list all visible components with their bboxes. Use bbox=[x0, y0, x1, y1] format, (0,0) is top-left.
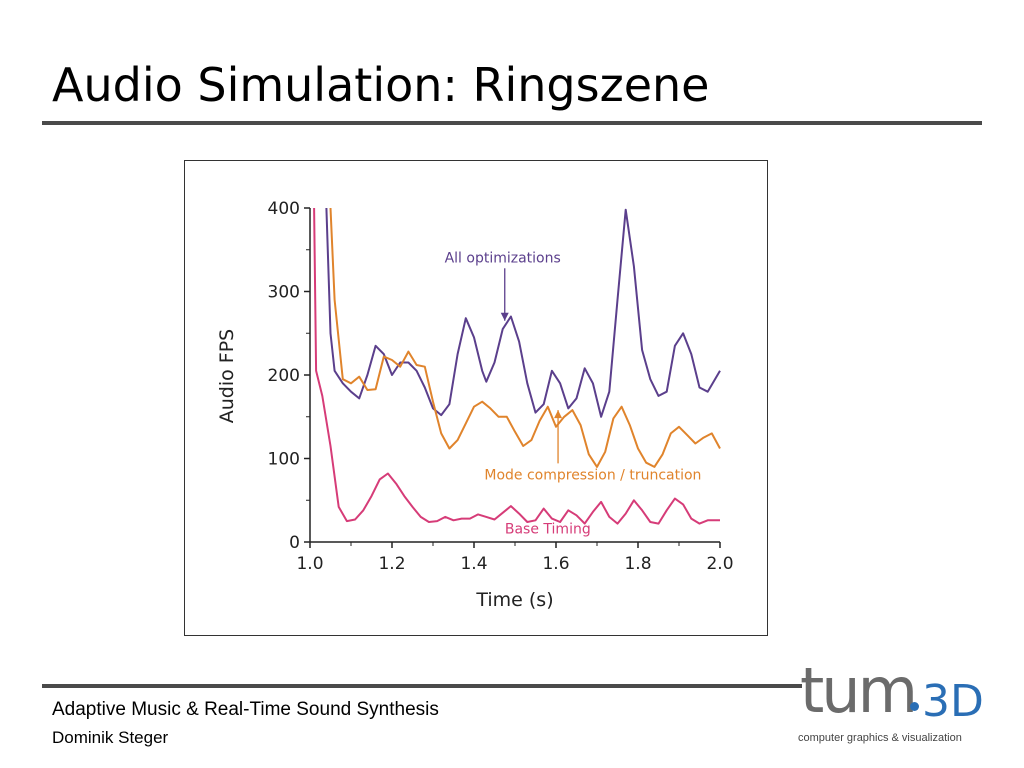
series-lines bbox=[313, 207, 721, 525]
annotations: All optimizations Mode compression / trun… bbox=[445, 250, 702, 537]
tum-logo-3d: 3D bbox=[922, 676, 984, 727]
x-tick-label: 1.2 bbox=[378, 554, 405, 574]
y-tick-label: 0 bbox=[289, 533, 300, 553]
annotation-arrowhead-1 bbox=[554, 410, 563, 419]
x-tick-label: 2.0 bbox=[706, 554, 733, 574]
x-tick-label: 1.8 bbox=[624, 554, 651, 574]
annotation-label-1: Mode compression / truncation bbox=[484, 467, 701, 483]
footer-divider bbox=[42, 684, 802, 688]
chart-figure: 1.0 1.2 1.4 1.6 1.8 2.0 0 100 200 300 400 All opti… bbox=[184, 160, 768, 636]
y-tick-label: 400 bbox=[268, 199, 300, 219]
title-divider bbox=[42, 121, 982, 125]
slide-title: Audio Simulation: Ringszene bbox=[52, 58, 710, 112]
x-tick-label: 1.6 bbox=[542, 554, 569, 574]
y-tick-label: 200 bbox=[268, 366, 300, 386]
audio-fps-chart: 1.0 1.2 1.4 1.6 1.8 2.0 0 100 200 300 400 All opti… bbox=[216, 199, 734, 611]
axes: 1.0 1.2 1.4 1.6 1.8 2.0 0 100 200 300 400 bbox=[268, 199, 734, 574]
y-tick-label: 300 bbox=[268, 283, 300, 303]
annotation-label-0: All optimizations bbox=[445, 250, 561, 266]
tum-logo-text: tum bbox=[800, 654, 918, 727]
series-line-1 bbox=[329, 207, 721, 468]
logo-dot bbox=[910, 702, 919, 711]
annotation-label-2: Base Timing bbox=[505, 522, 591, 538]
x-axis-label: Time (s) bbox=[475, 589, 553, 611]
series-line-2 bbox=[313, 207, 720, 525]
footer-course-title: Adaptive Music & Real-Time Sound Synthes… bbox=[52, 699, 439, 720]
logo-subtitle: computer graphics & visualization bbox=[798, 732, 962, 744]
y-axis-label: Audio FPS bbox=[216, 329, 238, 424]
annotation-arrowhead-0 bbox=[500, 312, 509, 321]
x-tick-label: 1.4 bbox=[460, 554, 487, 574]
x-tick-label: 1.0 bbox=[296, 554, 323, 574]
y-tick-label: 100 bbox=[268, 450, 300, 470]
series-line-0 bbox=[325, 207, 721, 418]
footer-author: Dominik Steger bbox=[52, 728, 169, 747]
